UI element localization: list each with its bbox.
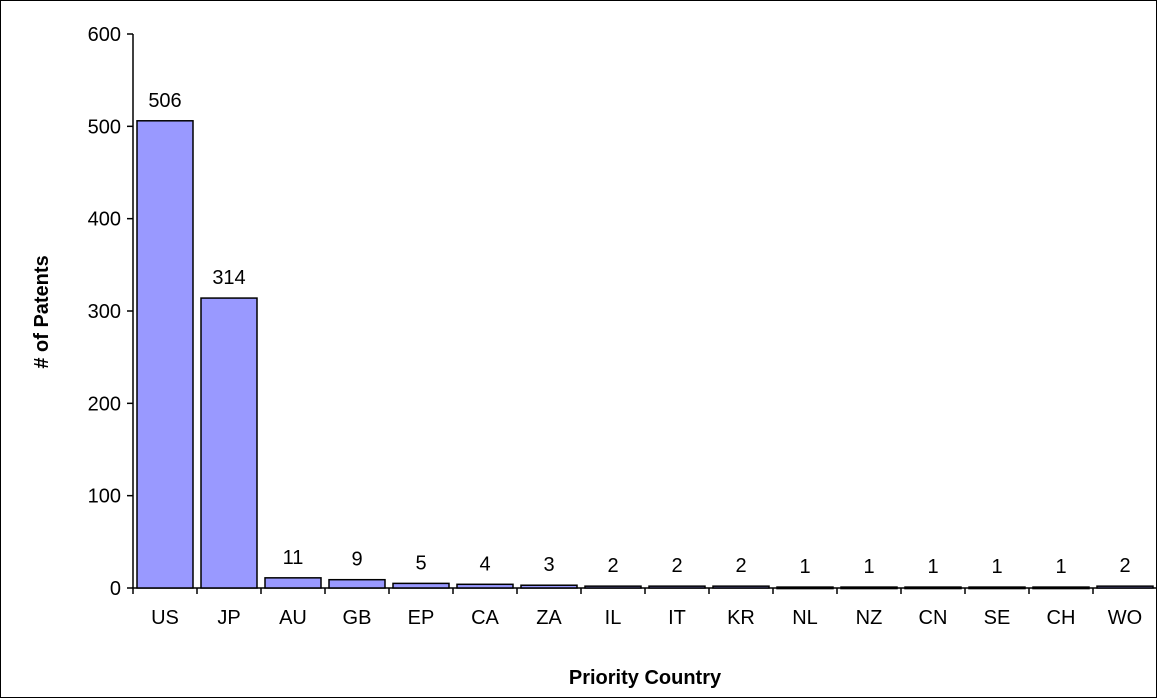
x-tick-label: AU [279, 607, 307, 629]
y-tick-label: 500 [88, 116, 121, 138]
x-tick-label: WO [1108, 607, 1142, 629]
x-tick-label: SE [984, 607, 1011, 629]
x-tick-label: IL [605, 607, 622, 629]
x-tick-label: IT [668, 607, 686, 629]
data-label-il: 2 [607, 555, 618, 577]
data-label-ch: 1 [1055, 556, 1066, 578]
data-label-ep: 5 [415, 552, 426, 574]
bar-ca [456, 583, 514, 589]
data-label-jp: 314 [212, 267, 245, 289]
x-axis-title: Priority Country [569, 667, 722, 689]
data-label-se: 1 [991, 556, 1002, 578]
x-tick-label: JP [217, 607, 240, 629]
x-tick-label: NZ [856, 607, 883, 629]
data-label-nz: 1 [863, 556, 874, 578]
data-label-cn: 1 [927, 556, 938, 578]
bar-se [968, 586, 1026, 590]
bar-nl [776, 586, 834, 590]
data-label-gb: 9 [351, 549, 362, 571]
y-tick-label: 100 [88, 486, 121, 508]
bar-gb [328, 578, 386, 589]
bar-us [136, 120, 194, 589]
bar-wo [1096, 585, 1154, 589]
y-tick-label: 400 [88, 209, 121, 231]
bar-kr [712, 585, 770, 589]
y-axis: 0 100 200 300 400 500 600 [88, 24, 134, 600]
bar-il [584, 585, 642, 589]
x-tick-label: GB [343, 607, 372, 629]
bar-ch [1032, 586, 1090, 590]
bar-ep [392, 582, 450, 589]
data-label-it: 2 [671, 555, 682, 577]
x-tick-label: NL [792, 607, 818, 629]
y-tick-label: 600 [88, 24, 121, 46]
y-tick-label: 300 [88, 301, 121, 323]
bar-au [264, 577, 322, 589]
data-label-za: 3 [543, 554, 554, 576]
y-tick-label: 0 [110, 578, 121, 600]
bar-za [520, 584, 578, 589]
x-tick-label: KR [727, 607, 755, 629]
bars [136, 120, 1154, 590]
data-label-nl: 1 [799, 556, 810, 578]
data-label-ca: 4 [479, 553, 490, 575]
y-tick-label: 200 [88, 393, 121, 415]
bar-nz [840, 586, 898, 590]
data-label-wo: 2 [1119, 555, 1130, 577]
data-label-au: 11 [283, 547, 304, 569]
bar-cn [904, 586, 962, 590]
x-tick-label: EP [408, 607, 435, 629]
bar-jp [200, 297, 258, 589]
x-tick-label: US [151, 607, 179, 629]
x-tick-label: CH [1047, 607, 1076, 629]
data-label-kr: 2 [735, 555, 746, 577]
x-axis: US JP AU GB EP CA ZA IL IT KR NL NZ CN SE CH WO [132, 587, 1157, 629]
y-axis-title: # of Patents [31, 255, 53, 368]
x-tick-label: CA [471, 607, 499, 629]
x-tick-label: CN [919, 607, 948, 629]
x-tick-label: ZA [536, 607, 562, 629]
data-label-us: 506 [148, 90, 181, 112]
bar-it [648, 585, 706, 589]
